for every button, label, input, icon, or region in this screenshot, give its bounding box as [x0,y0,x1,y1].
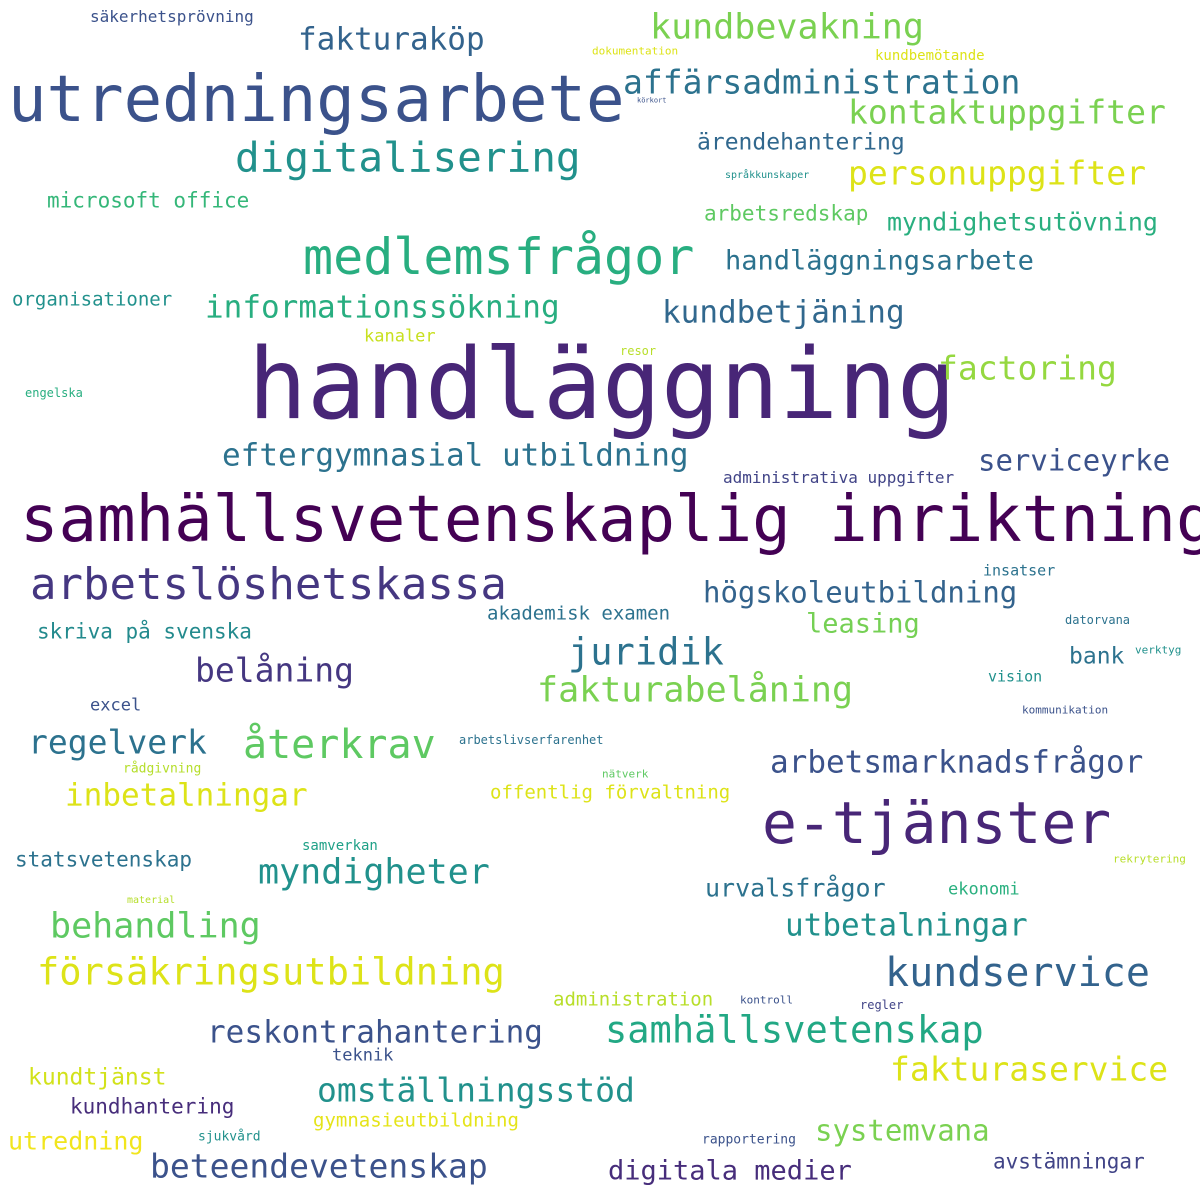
word: kundbetjäning [662,294,905,331]
word: material [127,895,176,906]
word: samhällsvetenskaplig inriktning [20,483,1200,557]
word: fakturaservice [890,1049,1169,1089]
word: reskontrahantering [207,1014,543,1051]
word: säkerhetsprövning [90,7,254,26]
word: skriva på svenska [37,619,252,644]
word: offentlig förvaltning [490,781,731,804]
word: myndigheter [258,852,490,893]
word: vision [988,667,1043,686]
word: factoring [938,348,1117,388]
word: datorvana [1065,613,1131,627]
word: avstämningar [993,1149,1145,1174]
word: arbetslivserfarenhet [459,733,604,747]
word: regler [860,998,904,1012]
word: kundhantering [70,1094,235,1119]
word: nätverk [602,767,649,781]
word: omställningsstöd [317,1070,635,1110]
word: belåning [195,650,354,690]
word: inbetalningar [65,777,308,814]
word: kommunikation [1022,703,1109,717]
word: bank [1069,643,1125,670]
word: kontroll [740,993,793,1007]
word: systemvana [815,1113,990,1148]
word: samverkan [302,838,378,854]
word: utredning [8,1126,144,1156]
word: dokumentation [592,44,679,58]
word: utbetalningar [785,907,1028,944]
word: organisationer [12,288,173,311]
word: beteendevetenskap [150,1146,488,1186]
word: kundbemötande [875,48,985,64]
word: kontaktuppgifter [848,92,1166,132]
word: insatser [983,561,1056,580]
word: ekonomi [948,879,1020,900]
word: gymnasieutbildning [313,1109,519,1132]
word: försäkringsutbildning [37,950,505,994]
word: administrativa uppgifter [723,468,955,487]
word: språkkunskaper [725,170,810,181]
word: akademisk examen [487,602,671,625]
word: juridik [568,630,724,674]
word: kundservice [885,950,1150,996]
word: administration [553,988,714,1011]
word: rekrytering [1113,852,1186,866]
word: sjukvård [198,1129,261,1145]
word: utredningsarbete [8,63,625,137]
word: rådgivning [123,761,202,777]
word: microsoft office [47,188,250,213]
word: eftergymnasial utbildning [222,437,689,474]
word: verktyg [1135,643,1182,657]
word: körkort [637,96,667,105]
word: teknik [332,1045,394,1066]
word: myndighetsutövning [887,207,1158,237]
word: arbetsredskap [704,201,869,226]
word: statsvetenskap [15,847,193,872]
word: arbetslöshetskassa [30,559,507,610]
word: leasing [806,608,920,640]
word: behandling [50,906,261,947]
word: e-tjänster [762,789,1112,857]
word: ärendehantering [697,129,905,156]
word: samhällsvetenskap [605,1008,984,1052]
word: digitala medier [608,1155,852,1187]
word: handläggning [248,328,957,442]
word: excel [90,695,142,716]
word: arbetsmarknadsfrågor [770,744,1144,781]
word: serviceyrke [978,443,1171,478]
word: engelska [25,386,83,400]
word: regelverk [28,722,207,762]
word: urvalsfrågor [705,873,886,903]
word: återkrav [243,722,436,768]
word: digitalisering [235,133,581,182]
word: informationssökning [205,289,560,326]
word: rapportering [702,1132,796,1148]
word: fakturabelåning [537,670,854,711]
word: affärsadministration [623,62,1021,102]
word: resor [620,344,657,358]
word: medlemsfrågor [303,228,695,286]
word: fakturaköp [298,21,485,58]
word: högskoleutbildning [703,575,1018,610]
word: handläggningsarbete [725,245,1034,277]
word: personuppgifter [848,153,1147,193]
word: kanaler [364,326,436,347]
word: kundtjänst [28,1064,167,1091]
word: kundbevakning [650,7,924,48]
